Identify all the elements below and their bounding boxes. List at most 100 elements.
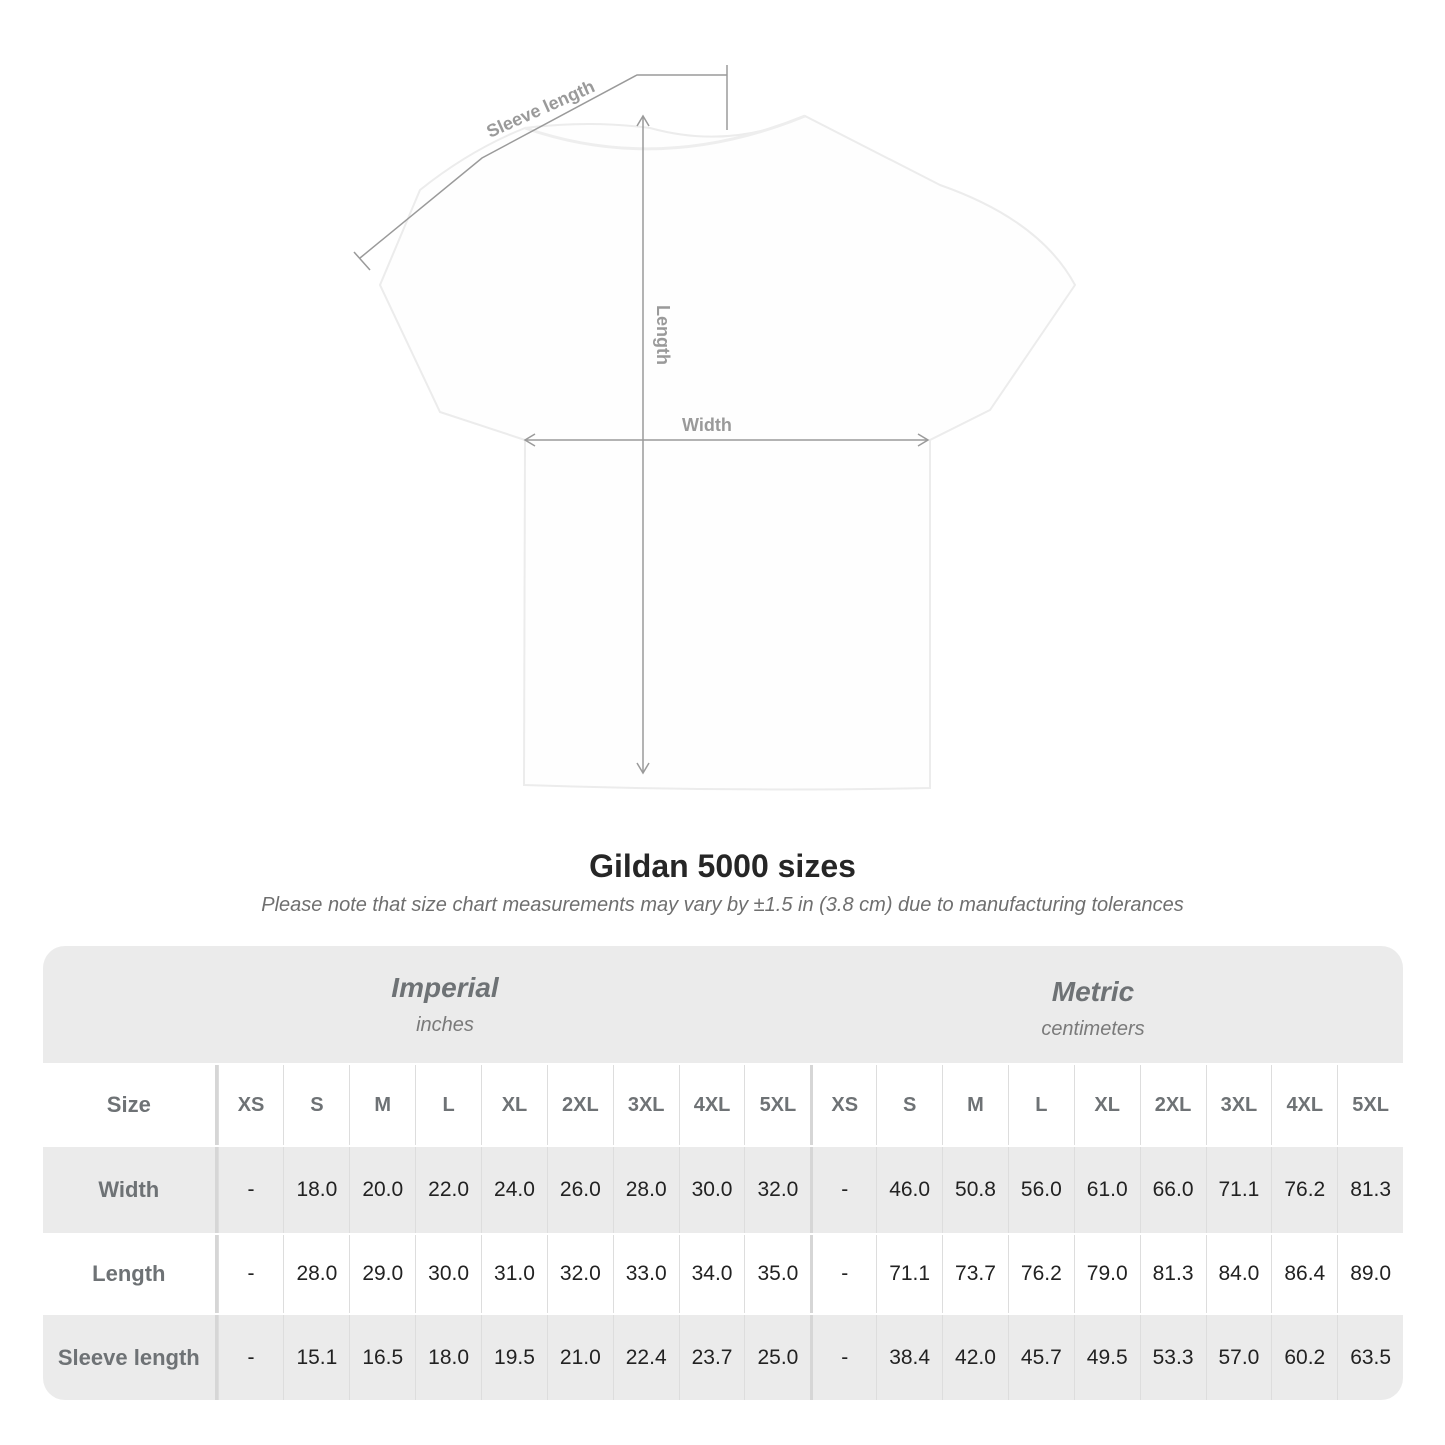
table-cell: 26.0	[546, 1147, 613, 1233]
table-cell: 76.2	[1007, 1235, 1074, 1313]
table-cell: 15.1	[283, 1315, 349, 1400]
width-arrow-right	[917, 433, 930, 447]
sleeve-length-line	[359, 74, 727, 259]
table-cell: 20.0	[349, 1147, 415, 1233]
table-cell: 66.0	[1139, 1147, 1206, 1233]
table-cell: 32.0	[546, 1235, 613, 1313]
tshirt-diagram: Sleeve length Length Width	[353, 65, 1077, 791]
table-cell: 86.4	[1271, 1235, 1337, 1313]
imperial-name: Imperial	[391, 972, 499, 1003]
size-header: 3XL	[1205, 1065, 1272, 1145]
size-table: Imperial inches Metric centimeters Size X…	[43, 946, 1403, 1400]
table-cell: 45.7	[1007, 1315, 1074, 1400]
table-cell: 49.5	[1073, 1315, 1140, 1400]
table-cell: -	[217, 1147, 284, 1233]
table-cell: 38.4	[876, 1315, 942, 1400]
size-header: XL	[1073, 1065, 1140, 1145]
length-arrow-top	[636, 114, 650, 127]
table-cell: 34.0	[678, 1235, 745, 1313]
table-cell: 23.7	[678, 1315, 745, 1400]
size-header: M	[349, 1065, 415, 1145]
table-cell: 60.2	[1271, 1315, 1337, 1400]
table-cell: 71.1	[876, 1235, 942, 1313]
table-cell: 30.0	[415, 1235, 481, 1313]
row-label: Length	[43, 1235, 218, 1313]
table-cell: 28.0	[283, 1235, 349, 1313]
table-row: Width -18.0 20.0 22.0 24.0 26.0 28.0 30.0 32.0-4…	[43, 1147, 1403, 1233]
table-cell: -	[810, 1147, 876, 1233]
metric-unit: centimeters	[1041, 1018, 1145, 1040]
size-header: S	[283, 1065, 349, 1145]
table-cell: 63.5	[1337, 1315, 1403, 1400]
system-header: Imperial inches Metric centimeters	[43, 946, 1403, 1063]
table-cell: 22.4	[612, 1315, 679, 1400]
size-header: M	[942, 1065, 1008, 1145]
table-cell: -	[217, 1315, 284, 1400]
table-cell: 25.0	[744, 1315, 810, 1400]
table-cell: 33.0	[612, 1235, 679, 1313]
table-row: Sleeve length -15.1 16.5 18.0 19.5 21.0 22.4 23…	[43, 1315, 1403, 1400]
table-cell: 32.0	[744, 1147, 810, 1233]
table-cell: 22.0	[415, 1147, 481, 1233]
table-cell: 56.0	[1007, 1147, 1074, 1233]
table-cell: 30.0	[678, 1147, 745, 1233]
table-cell: 79.0	[1073, 1235, 1140, 1313]
size-header: 2XL	[546, 1065, 613, 1145]
table-cell: 35.0	[744, 1235, 810, 1313]
table-cell: 76.2	[1271, 1147, 1337, 1233]
table-cell: 53.3	[1139, 1315, 1206, 1400]
table-cell: -	[217, 1235, 284, 1313]
size-header: 4XL	[1271, 1065, 1337, 1145]
table-cell: 19.5	[481, 1315, 547, 1400]
tshirt-shape	[378, 114, 1077, 791]
size-header: L	[415, 1065, 481, 1145]
table-cell: 46.0	[876, 1147, 942, 1233]
size-header: L	[1007, 1065, 1074, 1145]
table-cell: -	[810, 1315, 876, 1400]
table-cell: 18.0	[415, 1315, 481, 1400]
table-cell: 16.5	[349, 1315, 415, 1400]
chart-title: Gildan 5000 sizes	[589, 848, 856, 884]
sleeve-start-tick	[353, 251, 371, 271]
table-cell: 81.3	[1337, 1147, 1403, 1233]
table-cell: 42.0	[942, 1315, 1008, 1400]
size-header: 2XL	[1139, 1065, 1206, 1145]
table-cell: 29.0	[349, 1235, 415, 1313]
width-arrow-left	[523, 433, 536, 447]
table-cell: 18.0	[283, 1147, 349, 1233]
length-arrow-bottom	[636, 762, 650, 775]
table-cell: 71.1	[1205, 1147, 1272, 1233]
row-label: Size	[43, 1065, 218, 1145]
table-cell: 24.0	[481, 1147, 547, 1233]
size-row: Size XS S M L XL 2XL 3XL 4XL 5XL XS S M L XL 2XL 3XL 4XL 5…	[43, 1065, 1403, 1145]
table-cell: 28.0	[612, 1147, 679, 1233]
tolerance-note: Please note that size chart measurements…	[261, 894, 1184, 916]
table-cell: 89.0	[1337, 1235, 1403, 1313]
width-label: Width	[682, 415, 732, 435]
imperial-header: Imperial inches	[215, 972, 675, 1037]
size-header: 5XL	[744, 1065, 810, 1145]
size-header: S	[876, 1065, 942, 1145]
row-label: Width	[43, 1147, 218, 1233]
size-header: 3XL	[612, 1065, 679, 1145]
size-header: 5XL	[1337, 1065, 1403, 1145]
table-cell: 61.0	[1073, 1147, 1140, 1233]
table-cell: 57.0	[1205, 1315, 1272, 1400]
metric-header: Metric centimeters	[863, 976, 1323, 1041]
table-cell: 81.3	[1139, 1235, 1206, 1313]
imperial-unit: inches	[416, 1014, 474, 1036]
row-label: Sleeve length	[43, 1315, 218, 1400]
size-header: 4XL	[678, 1065, 745, 1145]
length-label: Length	[653, 305, 673, 365]
table-cell: -	[810, 1235, 876, 1313]
table-row: Length -28.0 29.0 30.0 31.0 32.0 33.0 34.0 35.0-…	[43, 1235, 1403, 1313]
size-header: XS	[810, 1065, 876, 1145]
collar	[524, 114, 806, 151]
size-header: XS	[217, 1065, 284, 1145]
size-header: XL	[481, 1065, 547, 1145]
table-cell: 31.0	[481, 1235, 547, 1313]
table-cell: 21.0	[546, 1315, 613, 1400]
metric-name: Metric	[1051, 976, 1135, 1007]
table-cell: 73.7	[942, 1235, 1008, 1313]
table-cell: 50.8	[942, 1147, 1008, 1233]
